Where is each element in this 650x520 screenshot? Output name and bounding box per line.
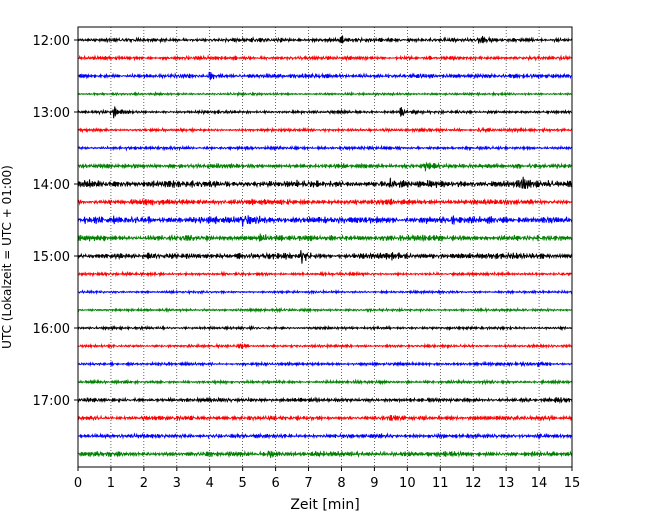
trace-1700 bbox=[77, 396, 573, 405]
plot-frame bbox=[77, 26, 573, 468]
y-axis-label: UTC (Lokalzeit = UTC + 01:00) bbox=[0, 165, 14, 349]
trace-1715 bbox=[77, 414, 573, 422]
trace-1515 bbox=[77, 270, 573, 278]
x-tick-label: 9 bbox=[370, 476, 378, 491]
trace-1430 bbox=[77, 215, 573, 227]
x-tick-label: 3 bbox=[173, 476, 181, 491]
y-tick-label: 15:00 bbox=[33, 250, 70, 265]
trace-1645 bbox=[77, 378, 573, 386]
y-tick-label: 13:00 bbox=[33, 106, 70, 121]
seismogram-traces bbox=[77, 35, 573, 459]
trace-1230 bbox=[77, 71, 573, 81]
y-axis-ticks: 12:00 13:00 14:00 15:00 16:00 17:00 bbox=[33, 34, 78, 409]
x-tick-label: 6 bbox=[271, 476, 279, 491]
trace-1215 bbox=[77, 54, 573, 62]
trace-1530 bbox=[77, 288, 573, 296]
y-tick-label: 12:00 bbox=[33, 34, 70, 49]
trace-1500 bbox=[77, 250, 573, 264]
trace-1200 bbox=[77, 35, 573, 44]
trace-1300 bbox=[77, 106, 573, 119]
x-tick-label: 12 bbox=[465, 476, 482, 491]
trace-1745 bbox=[77, 449, 573, 459]
x-tick-label: 15 bbox=[564, 476, 581, 491]
x-tick-label: 2 bbox=[140, 476, 148, 491]
trace-1615 bbox=[77, 342, 573, 350]
y-tick-label: 16:00 bbox=[33, 322, 70, 337]
trace-1630 bbox=[77, 360, 573, 368]
x-tick-label: 14 bbox=[531, 476, 548, 491]
x-tick-label: 0 bbox=[74, 476, 82, 491]
x-tick-label: 10 bbox=[399, 476, 416, 491]
trace-1730 bbox=[77, 432, 573, 440]
x-tick-label: 11 bbox=[432, 476, 449, 491]
trace-1345 bbox=[77, 161, 573, 172]
y-tick-label: 17:00 bbox=[33, 394, 70, 409]
y-tick-label: 14:00 bbox=[33, 178, 70, 193]
trace-1245 bbox=[77, 90, 573, 98]
trace-1330 bbox=[77, 144, 573, 152]
x-axis-label: Zeit [min] bbox=[290, 497, 359, 513]
trace-1445 bbox=[77, 233, 573, 243]
x-tick-label: 7 bbox=[304, 476, 312, 491]
x-tick-label: 1 bbox=[107, 476, 115, 491]
x-tick-label: 4 bbox=[206, 476, 214, 491]
trace-1315 bbox=[77, 126, 573, 134]
x-axis-ticks: 0 1 2 3 4 5 6 7 8 9 10 11 12 13 14 15 bbox=[74, 467, 580, 491]
minute-grid bbox=[110, 27, 540, 467]
x-tick-label: 8 bbox=[337, 476, 345, 491]
trace-1415 bbox=[77, 197, 573, 206]
trace-1545 bbox=[77, 306, 573, 314]
x-tick-label: 5 bbox=[239, 476, 247, 491]
trace-1600 bbox=[77, 324, 573, 332]
x-tick-label: 13 bbox=[498, 476, 515, 491]
trace-1400 bbox=[77, 176, 573, 189]
